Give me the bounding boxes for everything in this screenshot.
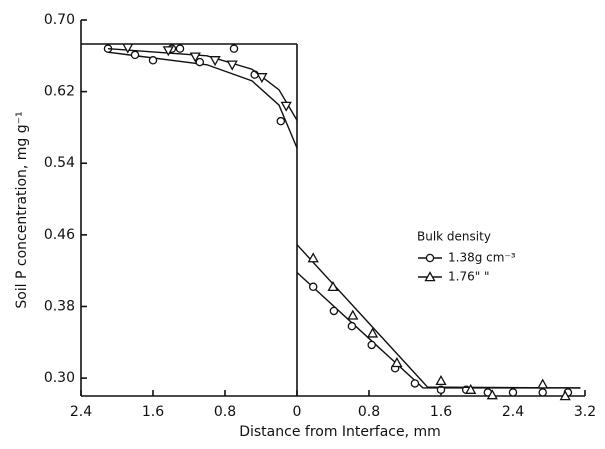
- data-point: [189, 52, 201, 63]
- x-tick-label: 3.2: [574, 404, 596, 420]
- data-point: [391, 357, 403, 368]
- data-point: [280, 101, 292, 112]
- data-point: [347, 309, 359, 320]
- x-tick-label: 0.8: [214, 404, 236, 420]
- data-point: [367, 340, 376, 350]
- x-tick-label: 1.6: [142, 404, 164, 420]
- data-point: [366, 327, 379, 338]
- data-point: [410, 379, 420, 388]
- data-point: [195, 57, 205, 67]
- data-point: [436, 385, 446, 394]
- y-tick-label: 0.54: [44, 155, 75, 171]
- data-point: [308, 282, 318, 292]
- fit-line: [296, 244, 581, 389]
- data-point: [209, 56, 221, 67]
- x-tick-label: 2.4: [70, 404, 92, 420]
- data-point: [486, 389, 498, 400]
- x-tick-label: 0.8: [358, 404, 380, 420]
- y-tick-label: 0.30: [44, 370, 75, 386]
- y-tick-label: 0.70: [44, 12, 75, 28]
- fit-line: [296, 271, 581, 389]
- data-point: [276, 116, 286, 126]
- x-tick-label: 0: [293, 404, 302, 420]
- data-point: [148, 56, 158, 65]
- data-point: [162, 46, 174, 57]
- legend-marker: [424, 271, 436, 282]
- data-point: [130, 50, 140, 60]
- y-axis-label: Soil P concentration, mg g⁻¹: [14, 111, 30, 308]
- fit-line: [107, 51, 298, 149]
- legend-label: 1.38g cm⁻³: [448, 251, 516, 265]
- data-point: [329, 306, 339, 316]
- data-point: [256, 73, 268, 84]
- y-tick-label: 0.46: [44, 227, 75, 243]
- data-point: [508, 388, 518, 397]
- x-tick-label: 1.6: [430, 404, 452, 420]
- legend-label: 1.76" ": [448, 270, 490, 284]
- y-tick-label: 0.62: [44, 84, 75, 100]
- x-axis-label: Distance from Interface, mm: [239, 424, 441, 440]
- fit-line: [107, 47, 298, 121]
- data-point: [347, 321, 357, 331]
- data-point: [538, 388, 547, 397]
- data-point: [229, 44, 239, 53]
- data-point: [307, 252, 319, 263]
- legend-title: Bulk density: [417, 230, 491, 244]
- data-point: [435, 374, 447, 386]
- data-point: [537, 378, 549, 389]
- legend-marker: [425, 253, 435, 263]
- data-point: [175, 44, 185, 53]
- data-point: [122, 43, 134, 54]
- data-point: [226, 60, 238, 71]
- data-point: [327, 280, 339, 292]
- x-tick-label: 2.4: [502, 404, 524, 420]
- y-tick-label: 0.38: [44, 298, 75, 314]
- data-point: [559, 390, 571, 401]
- data-point: [465, 383, 477, 394]
